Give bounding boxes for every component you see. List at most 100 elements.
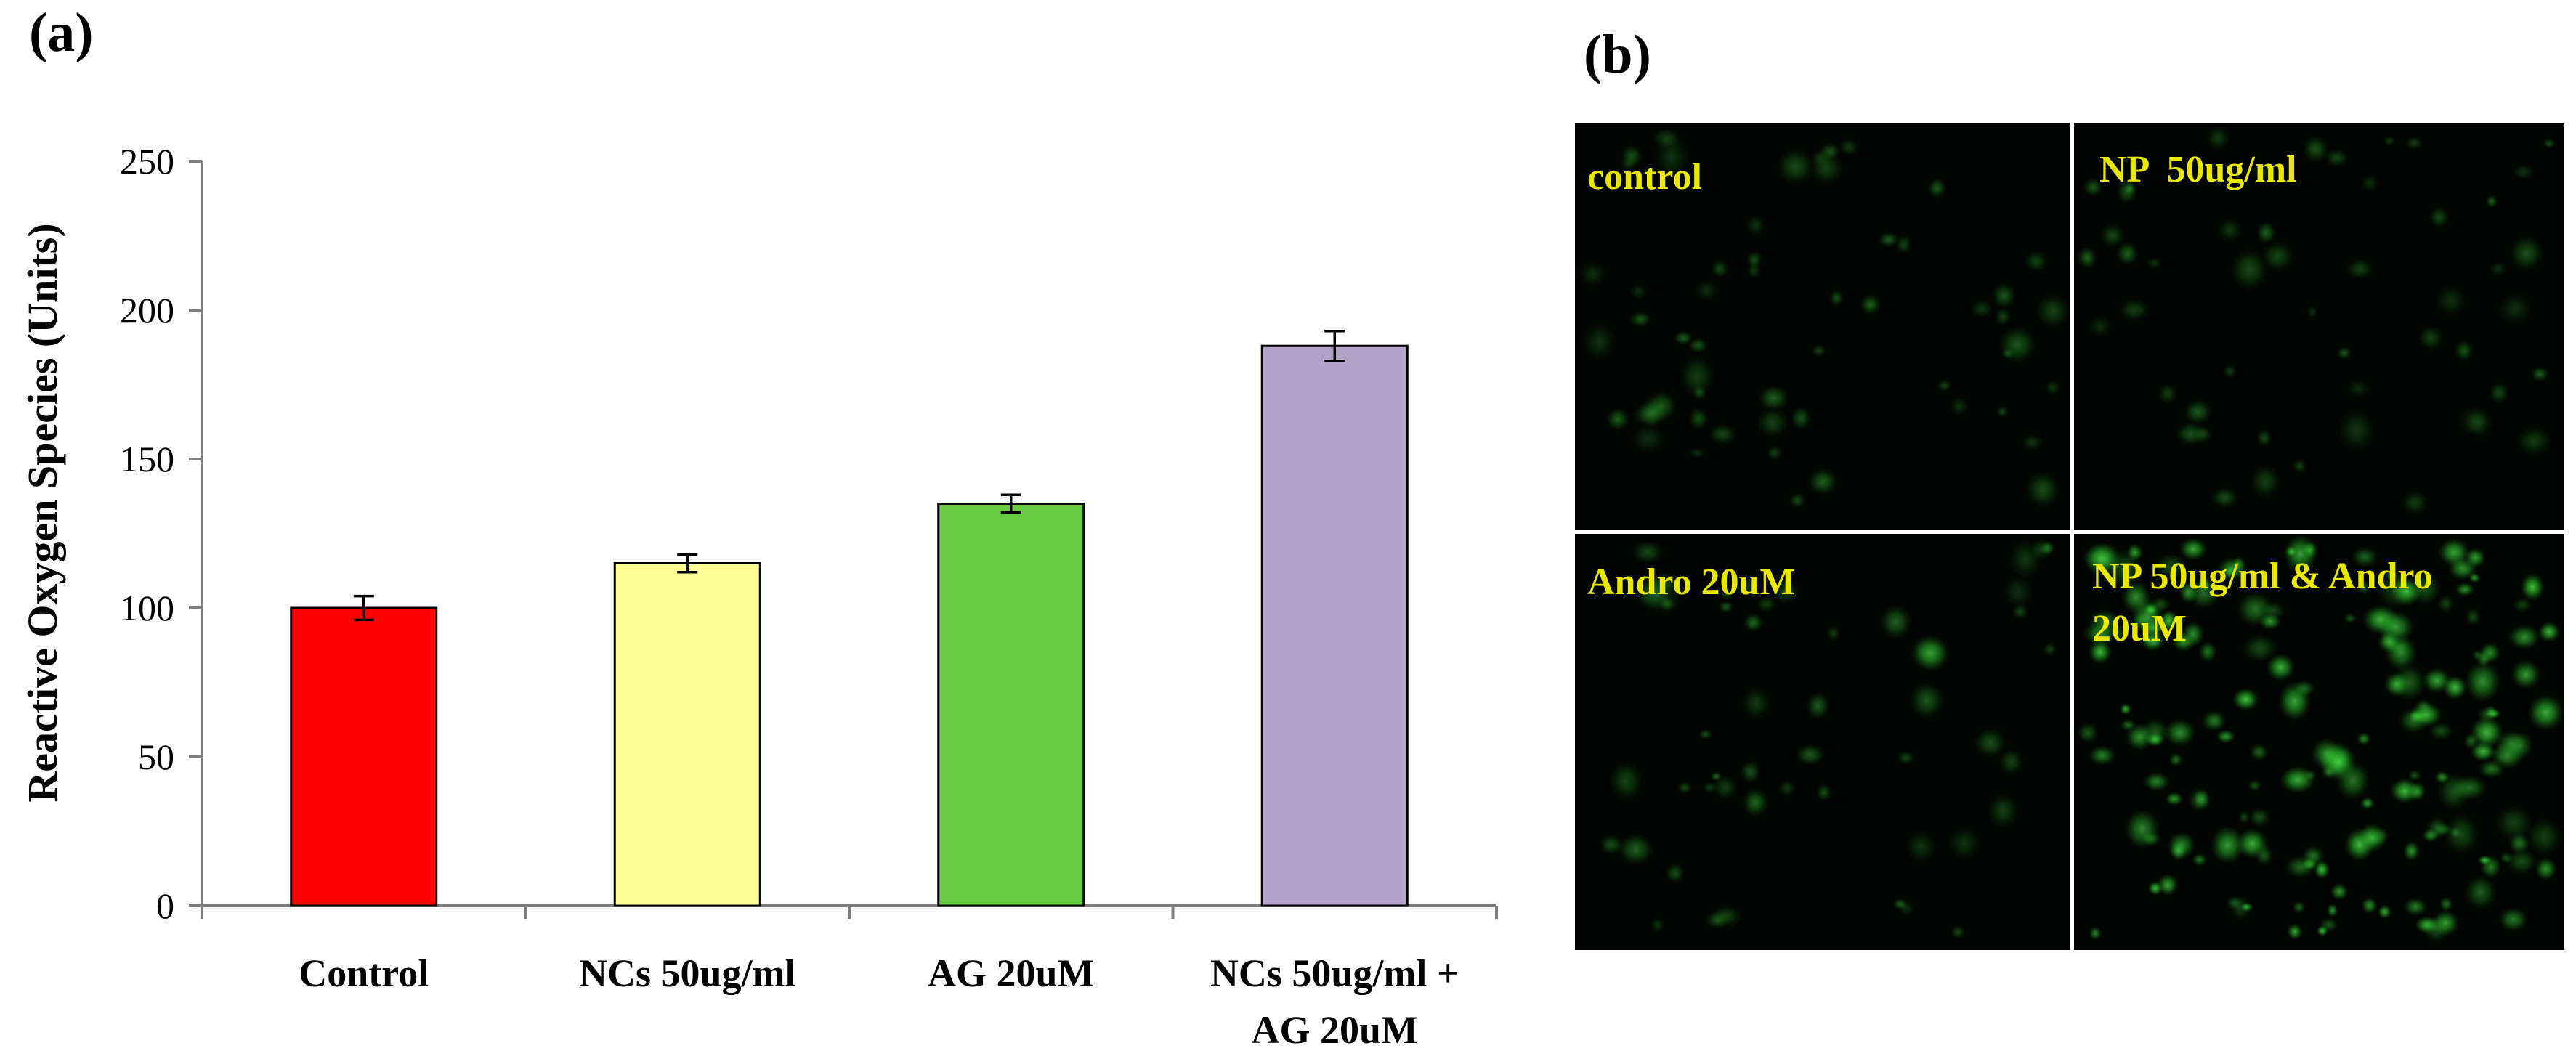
category-label: NCs 50ug/ml +	[1210, 952, 1459, 995]
svg-text:control: control	[1587, 156, 1702, 198]
category-label: NCs 50ug/ml	[579, 952, 796, 995]
fluorescent-cell	[1878, 232, 1900, 248]
fluorescent-cell	[2346, 258, 2374, 280]
fluorescent-cell	[2163, 718, 2196, 747]
fluorescent-cell	[1897, 750, 1915, 766]
micrograph-label-line: NP 50ug/ml & Andro	[2092, 556, 2433, 597]
fluorescent-cell	[2187, 787, 2210, 813]
micrograph-label-line: Andro 20uM	[1587, 561, 1796, 603]
fluorescent-cell	[2223, 365, 2237, 378]
fluorescent-cell	[2083, 177, 2104, 198]
fluorescent-cell	[1743, 612, 1764, 633]
category-label: Control	[299, 952, 429, 995]
fluorescent-cell	[2513, 164, 2535, 180]
fluorescent-cell	[1777, 148, 1815, 185]
bar-3	[1260, 344, 1409, 907]
fluorescent-cell	[2508, 235, 2544, 272]
fluorescent-cell	[1974, 728, 2006, 758]
fluorescent-cell	[2410, 702, 2442, 728]
fluorescent-cell	[2489, 261, 2508, 277]
fluorescent-cell	[1719, 588, 1734, 601]
fluorescent-cell	[1688, 337, 1709, 354]
y-tick-label: 250	[120, 141, 174, 182]
fluorescent-cell	[1826, 625, 1841, 641]
fluorescent-cell	[1705, 911, 1729, 930]
panel-a-label: (a)	[29, 2, 94, 63]
fluorescent-cell	[2119, 703, 2132, 715]
fluorescent-cell	[2100, 223, 2126, 248]
fluorescent-cell	[1631, 540, 1664, 564]
fluorescent-cell	[2360, 174, 2379, 192]
fluorescent-cell	[1808, 468, 1838, 495]
fluorescent-cell	[1816, 783, 1832, 802]
fluorescent-cell	[2230, 248, 2269, 291]
micrograph-np-andro: NP 50ug/ml & Andro 20uM	[2092, 556, 2433, 649]
fluorescent-cell	[2301, 540, 2318, 559]
svg-text:NP 50ug/ml: NP 50ug/ml	[2099, 149, 2297, 190]
fluorescent-cell	[2293, 680, 2316, 697]
bar-1	[613, 562, 761, 907]
fluorescent-cell	[2206, 125, 2230, 151]
fluorescent-cell	[2478, 759, 2505, 779]
y-axis-label: Reactive Oxygen Species (Units)	[19, 223, 66, 802]
fluorescent-cell	[2476, 707, 2499, 723]
fluorescent-cell	[2124, 808, 2160, 850]
fluorescent-cell	[2356, 731, 2371, 746]
fluorescent-cell	[1746, 214, 1766, 236]
fluorescent-cell	[1897, 898, 1915, 917]
fluorescent-cell	[2261, 240, 2294, 272]
fluorescent-cell	[1718, 600, 1734, 614]
fluorescent-cell	[2488, 381, 2510, 405]
fluorescent-cell	[2232, 688, 2259, 711]
fluorescent-cell	[2175, 421, 2206, 446]
fluorescent-cell	[2179, 537, 2208, 561]
fluorescent-cell	[1688, 407, 1709, 430]
x-axis-ticks	[201, 906, 1498, 919]
fluorescent-cell	[2087, 609, 2121, 633]
fluorescent-cell	[2435, 284, 2466, 317]
fluorescent-cell	[2169, 840, 2187, 861]
fluorescent-cell	[2464, 660, 2501, 703]
fluorescent-cell	[2383, 672, 2410, 697]
fluorescent-cell	[1879, 604, 1912, 639]
fluorescent-cell	[2030, 538, 2053, 561]
fluorescent-cell	[1629, 283, 1648, 300]
fluorescent-cell	[2248, 807, 2271, 827]
fluorescent-cell	[1652, 128, 1681, 149]
micrograph-control: control	[1587, 156, 1702, 198]
fluorescent-cell	[1756, 407, 1789, 438]
fluorescent-cell	[1948, 826, 1981, 861]
fluorescent-cell	[2292, 900, 2306, 914]
panel-b: (b) control NP 50ug/ml Andro 20uM NP 50u…	[1575, 24, 2564, 950]
bar-0	[290, 606, 438, 907]
fluorescent-cell	[2428, 206, 2450, 228]
fluorescent-cell	[2310, 737, 2343, 770]
micrograph-np: NP 50ug/ml	[2099, 149, 2297, 190]
fluorescent-cell	[2506, 848, 2538, 875]
bars	[290, 329, 1409, 907]
fluorescent-cell	[2198, 641, 2217, 663]
fluorescent-cell	[1733, 575, 1764, 599]
fluorescent-cell	[2378, 630, 2401, 653]
fluorescent-cell	[1740, 760, 1761, 784]
fluorescent-cell	[1937, 379, 1953, 392]
fluorescent-cell	[1742, 788, 1769, 817]
fluorescent-cell	[2351, 546, 2379, 568]
y-tick-label: 0	[156, 885, 174, 926]
micrograph-label-line: 20uM	[2092, 608, 2187, 649]
fluorescent-cell	[1694, 279, 1720, 301]
fluorescent-cell	[2383, 136, 2396, 146]
fluorescent-cell	[1970, 299, 1993, 319]
fluorescent-cell	[1909, 682, 1945, 719]
fluorescent-cell	[2280, 766, 2316, 794]
fluorescent-cell	[1746, 250, 1762, 269]
fluorescent-cell	[1910, 635, 1948, 670]
fluorescent-cell	[2344, 613, 2357, 624]
fluorescent-cell	[2346, 379, 2370, 398]
fluorescent-cell	[2390, 778, 2420, 804]
fluorescent-cell	[2256, 429, 2272, 447]
fluorescent-cell	[1677, 781, 1693, 795]
fluorescent-cell	[2217, 556, 2248, 581]
panel-a: (a) Reactive Oxygen Species (Units) 0 50 1…	[19, 2, 1498, 1052]
